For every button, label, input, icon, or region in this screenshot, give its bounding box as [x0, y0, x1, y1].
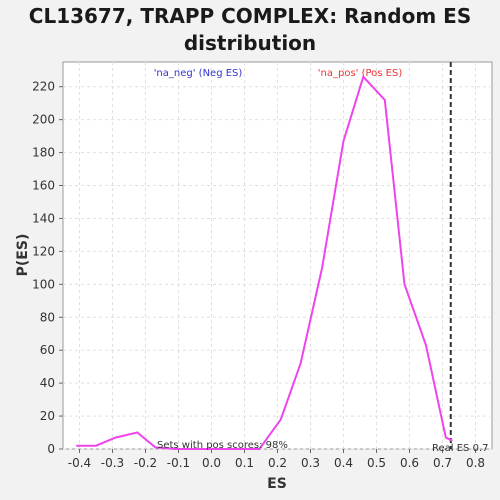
y-axis-ticks: 0 20 40 60 80 100 120 140 160 180 200 220 [32, 80, 63, 456]
distribution-line [76, 74, 453, 450]
x-tick-label: 0.3 [301, 456, 320, 470]
x-tick-label: -0.3 [101, 456, 124, 470]
x-axis-title: ES [267, 476, 287, 492]
x-tick-label: -0.2 [134, 456, 157, 470]
x-tick-label: 0.2 [268, 456, 287, 470]
x-tick-label: 0.4 [334, 456, 353, 470]
x-tick-label: 0.7 [433, 456, 452, 470]
neg-es-annotation: 'na_neg' (Neg ES) [154, 68, 243, 79]
pos-scores-annotation: Sets with pos scores: 98% [157, 440, 288, 451]
x-axis-ticks: -0.4 -0.3 -0.2 -0.1 0.0 0.1 0.2 0.3 0.4 0.5 0.6 0.7… [68, 449, 485, 470]
y-tick-label: 220 [32, 80, 55, 94]
gridlines [63, 62, 492, 450]
y-tick-label: 160 [32, 179, 55, 193]
y-tick-label: 120 [32, 244, 55, 258]
y-tick-label: 100 [32, 277, 55, 291]
y-tick-label: 0 [47, 442, 55, 456]
pos-es-annotation: 'na_pos' (Pos ES) [318, 68, 403, 79]
y-tick-label: 60 [40, 343, 55, 357]
y-tick-label: 140 [32, 211, 55, 225]
x-tick-label: 0.1 [235, 456, 254, 470]
y-tick-label: 180 [32, 146, 55, 160]
x-tick-label: 0.8 [466, 456, 485, 470]
x-tick-label: -0.1 [167, 456, 190, 470]
chart-title-line1: CL13677, TRAPP COMPLEX: Random ES [29, 4, 471, 28]
chart-title-line2: distribution [184, 31, 316, 55]
y-tick-label: 200 [32, 113, 55, 127]
x-tick-label: 0.0 [202, 456, 221, 470]
y-tick-label: 20 [40, 409, 55, 423]
y-tick-label: 40 [40, 376, 55, 390]
real-es-label: Real ES 0.7 [432, 443, 488, 454]
x-tick-label: 0.5 [367, 456, 386, 470]
y-axis-title: P(ES) [15, 234, 31, 277]
x-tick-label: -0.4 [68, 456, 91, 470]
y-tick-label: 80 [40, 310, 55, 324]
x-tick-label: 0.6 [400, 456, 419, 470]
